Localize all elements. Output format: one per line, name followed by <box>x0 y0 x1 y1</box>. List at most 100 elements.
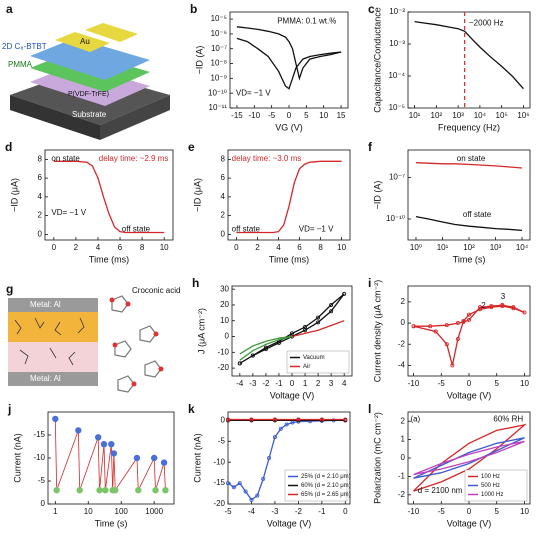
y-tick-label: 10⁻² <box>389 7 405 16</box>
y-tick-label: -5 <box>218 436 226 445</box>
x-tick-label: 1 <box>53 507 58 516</box>
y-axis-label: Current (nA) <box>12 433 22 483</box>
y-tick-label: 8 <box>221 154 226 163</box>
x-tick-label: -2 <box>262 379 270 388</box>
x-tick-label: -5 <box>438 379 446 388</box>
x-tick-label: 10 <box>337 243 346 252</box>
data-point <box>278 426 283 431</box>
x-tick-label: 100 <box>115 507 129 516</box>
y-tick-label: -2 <box>398 339 406 348</box>
data-point <box>343 417 348 422</box>
x-axis-label: Time (s) <box>95 518 128 528</box>
y-axis-label: Current (nA) <box>192 433 202 483</box>
annotation: off state <box>463 210 492 219</box>
series-line <box>236 160 342 234</box>
y-tick-label: -4 <box>398 361 406 370</box>
legend-label: 60% (d = 2.10 μm) <box>301 483 351 489</box>
data-point <box>94 434 102 441</box>
data-point <box>444 342 449 347</box>
data-point <box>455 336 460 341</box>
annotation: delay time: ~2.9 ms <box>99 154 169 163</box>
x-axis-label: VG (V) <box>275 122 303 132</box>
x-axis-label: Time (ms) <box>269 254 309 264</box>
x-tick-label: -10 <box>408 379 420 388</box>
annotation: off state <box>122 224 151 233</box>
x-tick-label: -1 <box>275 379 283 388</box>
data-point <box>284 422 289 427</box>
data-point <box>112 487 119 494</box>
data-point <box>316 315 321 320</box>
series-line <box>415 162 523 169</box>
connector <box>113 453 116 491</box>
data-point <box>231 485 236 490</box>
chart: b -15 -10 -5 0 5 10 15 10⁻¹¹ 10⁻¹⁰ 10⁻⁹ 10⁻⁸ 10⁻⁷ 10⁻… <box>190 2 349 132</box>
connector <box>153 457 156 491</box>
data-point <box>319 417 324 422</box>
y-tick-label: 2 <box>401 416 406 425</box>
x-tick-label: 3 <box>329 379 334 388</box>
y-axis-label: −ID (A) <box>372 181 382 210</box>
y-tick-label: 10⁻¹⁰ <box>386 214 405 223</box>
y-tick-label: -5 <box>38 476 46 485</box>
data-point <box>96 487 103 494</box>
y-tick-label: 10 <box>220 316 229 325</box>
y-tick-label: -10 <box>213 457 225 466</box>
x-tick-label: -5 <box>438 507 446 516</box>
legend-label: Vacuum <box>303 355 325 361</box>
data-point <box>237 361 242 366</box>
panel-letter: g <box>6 282 13 296</box>
x-tick-label: 6 <box>118 243 123 252</box>
electrode <box>85 23 138 42</box>
data-point <box>52 415 59 423</box>
data-point <box>243 489 248 494</box>
connector <box>103 444 106 491</box>
panel-letter: j <box>7 402 11 416</box>
legend-label: Air <box>303 364 310 370</box>
x-tick-label: 2 <box>74 243 79 252</box>
connector <box>163 462 166 491</box>
data-point <box>225 417 230 422</box>
annotation: 3 <box>501 292 506 301</box>
data-point <box>76 487 83 494</box>
series-line <box>53 160 165 234</box>
data-point <box>263 347 268 352</box>
annotation: PMMA: 0.1 wt.% <box>277 17 336 26</box>
y-tick-label: 30 <box>220 284 229 293</box>
y-tick-label: 4 <box>38 192 43 201</box>
data-point <box>255 493 260 498</box>
y-tick-label: 10⁻¹⁰ <box>208 88 227 97</box>
x-tick-label: 8 <box>140 243 145 252</box>
annotation: (a) <box>410 414 420 423</box>
x-tick-label: 5 <box>304 111 309 120</box>
data-point <box>444 323 449 328</box>
series-line <box>413 304 525 366</box>
data-point <box>433 329 438 334</box>
chains <box>14 317 85 366</box>
annotation: on state <box>51 154 80 163</box>
x-tick-label: 8 <box>318 243 323 252</box>
electrode-label: Metal: Al <box>30 300 61 309</box>
connector <box>99 444 105 491</box>
data-point <box>249 417 254 422</box>
layer-label: 2D C₈-BTBT <box>2 42 47 51</box>
x-tick-label: 10¹ <box>409 111 421 120</box>
layer-label: P(VDF-TrFE) <box>68 91 109 98</box>
data-point <box>133 454 141 462</box>
x-tick-label: 10 <box>520 507 529 516</box>
data-point <box>267 455 272 460</box>
y-tick-label: 0 <box>41 499 46 508</box>
legend-label: 25% (d = 2.10 μm) <box>301 474 351 480</box>
y-tick-label: 0 <box>225 332 230 341</box>
legend-label: 65% (d = 2.65 μm) <box>301 492 351 498</box>
x-tick-label: 0 <box>234 243 239 252</box>
y-tick-label: 2 <box>221 211 226 220</box>
annotation: d = 2100 nm <box>418 486 463 495</box>
x-tick-label: 10⁴ <box>474 111 487 120</box>
y-tick-label: 0 <box>401 318 406 327</box>
diagram-g: g Metal: Al Metal: Al Croconic acid <box>6 282 180 393</box>
chart: d 0 2 4 6 8 10 0 2 4 6 8 Time (ms) −ID (μA) on state de… <box>5 140 174 264</box>
x-axis-label: Frequency (Hz) <box>438 122 500 132</box>
